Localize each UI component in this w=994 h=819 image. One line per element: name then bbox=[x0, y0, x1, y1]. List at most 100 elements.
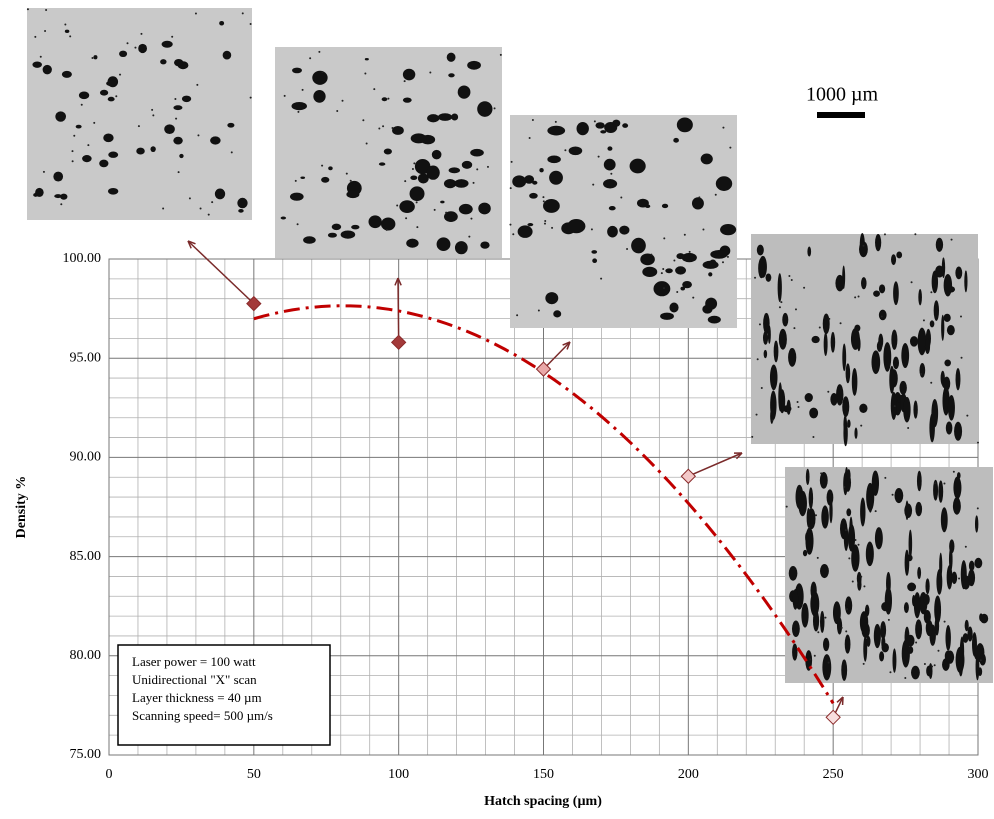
pore bbox=[756, 244, 764, 256]
pore bbox=[788, 565, 798, 581]
pore bbox=[673, 137, 679, 143]
pore-dot bbox=[396, 204, 399, 207]
pore bbox=[303, 236, 316, 244]
pore bbox=[778, 382, 783, 412]
pore-dot bbox=[828, 317, 831, 320]
pore-dot bbox=[415, 201, 418, 204]
pore bbox=[889, 365, 895, 394]
pore bbox=[792, 588, 799, 610]
pore-dot bbox=[662, 287, 665, 290]
pore-dot bbox=[794, 308, 797, 311]
pore bbox=[42, 64, 52, 75]
pore-dot bbox=[854, 296, 857, 299]
pore bbox=[364, 58, 369, 61]
pore-dot bbox=[373, 88, 376, 91]
pore-dot bbox=[140, 32, 143, 35]
pore bbox=[351, 224, 360, 230]
pore bbox=[878, 309, 887, 321]
pore bbox=[642, 266, 658, 277]
pore bbox=[821, 505, 829, 529]
pore bbox=[915, 501, 923, 517]
pore bbox=[944, 650, 951, 662]
pore bbox=[913, 592, 921, 619]
pore bbox=[55, 111, 66, 122]
pore-dot bbox=[662, 267, 665, 270]
micrograph bbox=[510, 115, 737, 328]
data-point bbox=[246, 295, 262, 312]
pore-dot bbox=[486, 165, 489, 168]
pore bbox=[836, 384, 844, 406]
pore-dot bbox=[854, 538, 857, 541]
pore bbox=[871, 470, 880, 496]
pore bbox=[949, 539, 955, 554]
pore bbox=[480, 241, 490, 249]
pore bbox=[763, 312, 770, 334]
x-tick-label: 200 bbox=[678, 767, 699, 782]
pore bbox=[890, 391, 897, 420]
pore bbox=[859, 403, 868, 414]
pore bbox=[962, 633, 969, 643]
pore bbox=[173, 105, 183, 111]
pore bbox=[150, 146, 156, 153]
pore-dot bbox=[600, 277, 603, 280]
pore-dot bbox=[387, 97, 390, 100]
pore-dot bbox=[39, 55, 42, 58]
pore-dot bbox=[196, 83, 199, 86]
pore-dot bbox=[893, 405, 896, 408]
pore-dot bbox=[493, 107, 496, 110]
pore-dot bbox=[843, 486, 846, 489]
pore bbox=[636, 246, 642, 250]
pore bbox=[964, 270, 968, 293]
trendline bbox=[253, 304, 835, 705]
pore-dot bbox=[249, 22, 252, 25]
pore bbox=[903, 602, 909, 614]
pore-dot bbox=[476, 168, 479, 171]
pore bbox=[161, 40, 173, 48]
pore bbox=[631, 237, 646, 254]
pore bbox=[822, 654, 832, 681]
pore-dot bbox=[922, 319, 925, 322]
pore bbox=[331, 223, 342, 231]
pore-dot bbox=[152, 114, 155, 117]
x-tick-label: 300 bbox=[968, 767, 989, 782]
pore-dot bbox=[803, 286, 806, 289]
pore-dot bbox=[391, 126, 394, 129]
pore-dot bbox=[71, 160, 74, 163]
arrow-head bbox=[394, 277, 402, 286]
pore bbox=[543, 198, 560, 213]
pore bbox=[402, 68, 416, 81]
pore bbox=[883, 342, 892, 372]
arrow bbox=[187, 240, 255, 305]
pore bbox=[850, 327, 860, 350]
pore bbox=[675, 266, 687, 275]
pore bbox=[467, 60, 481, 70]
pore bbox=[410, 175, 418, 180]
pore bbox=[53, 171, 64, 182]
pore-dot bbox=[42, 170, 45, 173]
pore bbox=[547, 125, 566, 136]
pore-dot bbox=[69, 35, 72, 38]
arrows bbox=[187, 240, 844, 718]
pore bbox=[842, 343, 847, 372]
pore bbox=[313, 89, 326, 103]
pore bbox=[931, 398, 939, 428]
pore bbox=[811, 335, 820, 344]
pore bbox=[804, 392, 813, 403]
pore-dot bbox=[880, 315, 883, 318]
pore bbox=[529, 192, 538, 199]
x-tick-label: 0 bbox=[106, 767, 113, 782]
pore bbox=[891, 254, 897, 266]
pore bbox=[392, 125, 404, 135]
pore bbox=[378, 162, 386, 166]
pore-dot bbox=[296, 223, 299, 226]
pore bbox=[868, 496, 873, 513]
pore bbox=[881, 602, 890, 612]
pore-dot bbox=[814, 514, 817, 517]
pore bbox=[801, 602, 809, 628]
y-tick-label: 85.00 bbox=[70, 549, 102, 564]
pore-dot bbox=[345, 172, 348, 175]
pore bbox=[843, 415, 847, 434]
y-tick-label: 95.00 bbox=[70, 350, 102, 365]
